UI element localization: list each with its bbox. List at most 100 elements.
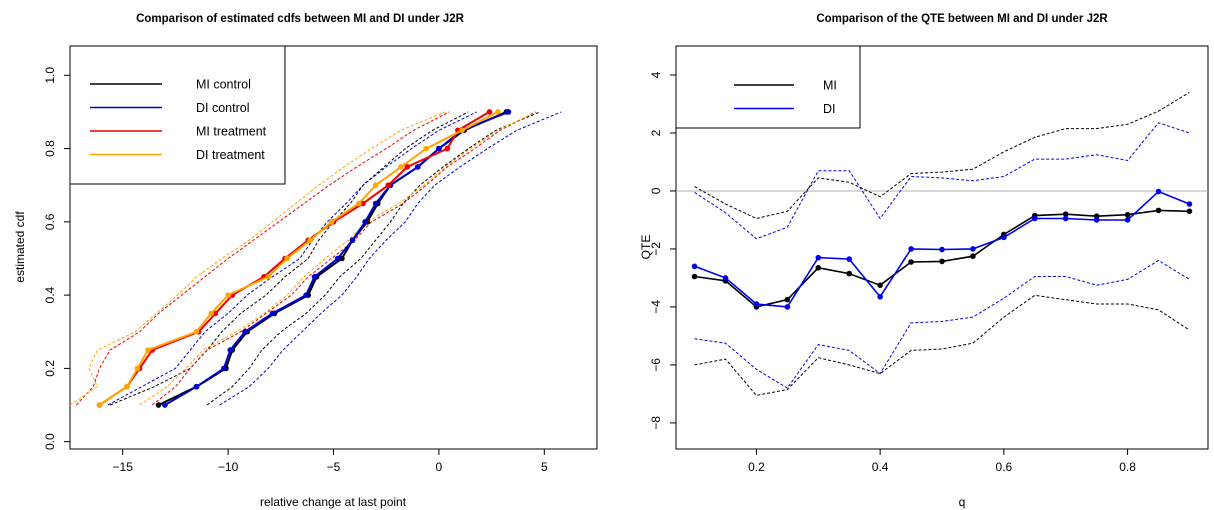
- right-legend: MI DI: [675, 45, 861, 129]
- left-x-tick-label: 0: [436, 460, 443, 474]
- left-x-axis: −15 −10 −5 0 5: [113, 448, 548, 474]
- left-legend-label: MI control: [196, 78, 251, 92]
- left-data-point: [372, 200, 379, 207]
- left-band-lower: [151, 111, 537, 406]
- left-legend-label: DI treatment: [196, 148, 265, 162]
- left-x-axis-label: relative change at last point: [260, 495, 407, 509]
- right-x-tick-label: 0.8: [1119, 460, 1136, 474]
- right-data-point: [846, 270, 853, 277]
- qte-comparison-panel: Comparison of the QTE between MI and DI …: [639, 13, 1209, 509]
- left-y-tick-label: 0.4: [43, 286, 57, 303]
- left-x-tick-label: −15: [113, 460, 134, 474]
- left-data-point: [162, 402, 168, 408]
- right-y-tick-label: 4: [649, 71, 663, 78]
- right-data-layer: [691, 91, 1193, 396]
- right-legend-label: DI: [823, 102, 836, 116]
- left-data-point: [415, 164, 421, 170]
- right-y-axis: −8 −6 −4 −2 0 2 4: [649, 71, 677, 430]
- left-x-tick-label: −10: [218, 460, 239, 474]
- left-legend: MI control DI control MI treatment DI treat…: [69, 45, 286, 185]
- left-data-point: [328, 219, 335, 225]
- right-data-point: [877, 293, 883, 300]
- left-y-tick-label: 0.0: [43, 433, 57, 450]
- left-data-point: [436, 145, 442, 152]
- left-data-layer: [69, 109, 562, 408]
- left-data-point: [134, 365, 141, 372]
- right-data-point: [1062, 215, 1069, 222]
- right-data-point: [1001, 234, 1007, 241]
- right-data-point: [1093, 217, 1100, 223]
- right-y-tick-label: −6: [649, 358, 663, 372]
- left-y-tick-label: 0.2: [43, 360, 57, 377]
- left-legend-label: DI control: [196, 101, 250, 115]
- right-y-tick-label: −2: [649, 242, 663, 256]
- cdf-comparison-panel: Comparison of estimated cdfs between MI …: [13, 13, 598, 509]
- right-data-point: [970, 246, 976, 252]
- left-data-point: [372, 182, 379, 189]
- left-data-point: [423, 145, 430, 152]
- left-y-tick-label: 0.8: [43, 140, 57, 157]
- left-x-tick-label: 5: [541, 460, 548, 474]
- right-data-point: [1124, 211, 1131, 218]
- right-data-point: [1186, 208, 1193, 215]
- right-legend-box: [675, 45, 861, 129]
- left-data-point: [362, 219, 368, 225]
- right-data-point: [722, 275, 729, 281]
- right-band-lower: [694, 259, 1190, 389]
- left-data-point: [404, 164, 411, 170]
- left-band-upper: [109, 111, 469, 406]
- right-x-axis: 0.2 0.4 0.6 0.8: [748, 448, 1136, 474]
- right-data-point: [877, 282, 883, 288]
- right-band-lower: [694, 294, 1190, 396]
- left-y-axis-label: estimated cdf: [13, 211, 27, 283]
- left-band-lower: [206, 111, 541, 406]
- right-band-upper: [694, 91, 1190, 220]
- left-x-tick-label: −5: [327, 460, 341, 474]
- right-x-tick-label: 0.4: [872, 460, 889, 474]
- left-data-point: [339, 255, 345, 262]
- left-chart-title: Comparison of estimated cdfs between MI …: [136, 13, 465, 25]
- left-data-point: [334, 255, 341, 262]
- left-data-point: [242, 328, 248, 335]
- right-x-axis-label: q: [959, 495, 966, 509]
- right-data-point: [939, 246, 945, 253]
- left-band-upper: [107, 111, 478, 406]
- left-data-point: [349, 237, 356, 243]
- left-data-point: [398, 164, 404, 170]
- left-data-point: [459, 127, 465, 134]
- left-data-point: [212, 310, 219, 317]
- left-data-point: [193, 328, 200, 335]
- right-x-tick-label: 0.2: [748, 460, 765, 474]
- left-data-point: [155, 402, 162, 408]
- left-data-point: [124, 383, 130, 390]
- left-data-point: [486, 109, 493, 115]
- right-data-point: [908, 246, 914, 252]
- right-data-point: [1031, 215, 1038, 222]
- right-data-point: [908, 259, 914, 265]
- right-data-point: [691, 263, 698, 270]
- left-data-point: [193, 383, 200, 390]
- left-data-point: [505, 109, 512, 115]
- right-data-point: [939, 258, 945, 265]
- left-data-point: [221, 365, 227, 372]
- left-band-upper: [69, 111, 446, 406]
- left-legend-box: [69, 45, 286, 185]
- left-data-point: [284, 255, 290, 262]
- right-band-upper: [694, 122, 1190, 240]
- left-data-point: [385, 182, 392, 189]
- left-data-point: [303, 292, 309, 298]
- right-data-point: [1155, 207, 1162, 214]
- left-data-point: [360, 200, 366, 207]
- right-data-point: [815, 254, 822, 261]
- left-data-point: [311, 274, 318, 280]
- right-data-point: [970, 253, 976, 259]
- left-data-point: [225, 292, 231, 298]
- left-data-point: [355, 200, 362, 207]
- right-data-point: [691, 273, 698, 280]
- left-y-axis: 0.0 0.2 0.4 0.6 0.8 1.0: [43, 67, 71, 450]
- left-data-point: [145, 347, 151, 353]
- right-y-tick-label: −8: [649, 416, 663, 430]
- left-band-lower: [139, 111, 537, 406]
- right-data-point: [753, 301, 760, 307]
- right-data-point: [815, 264, 822, 271]
